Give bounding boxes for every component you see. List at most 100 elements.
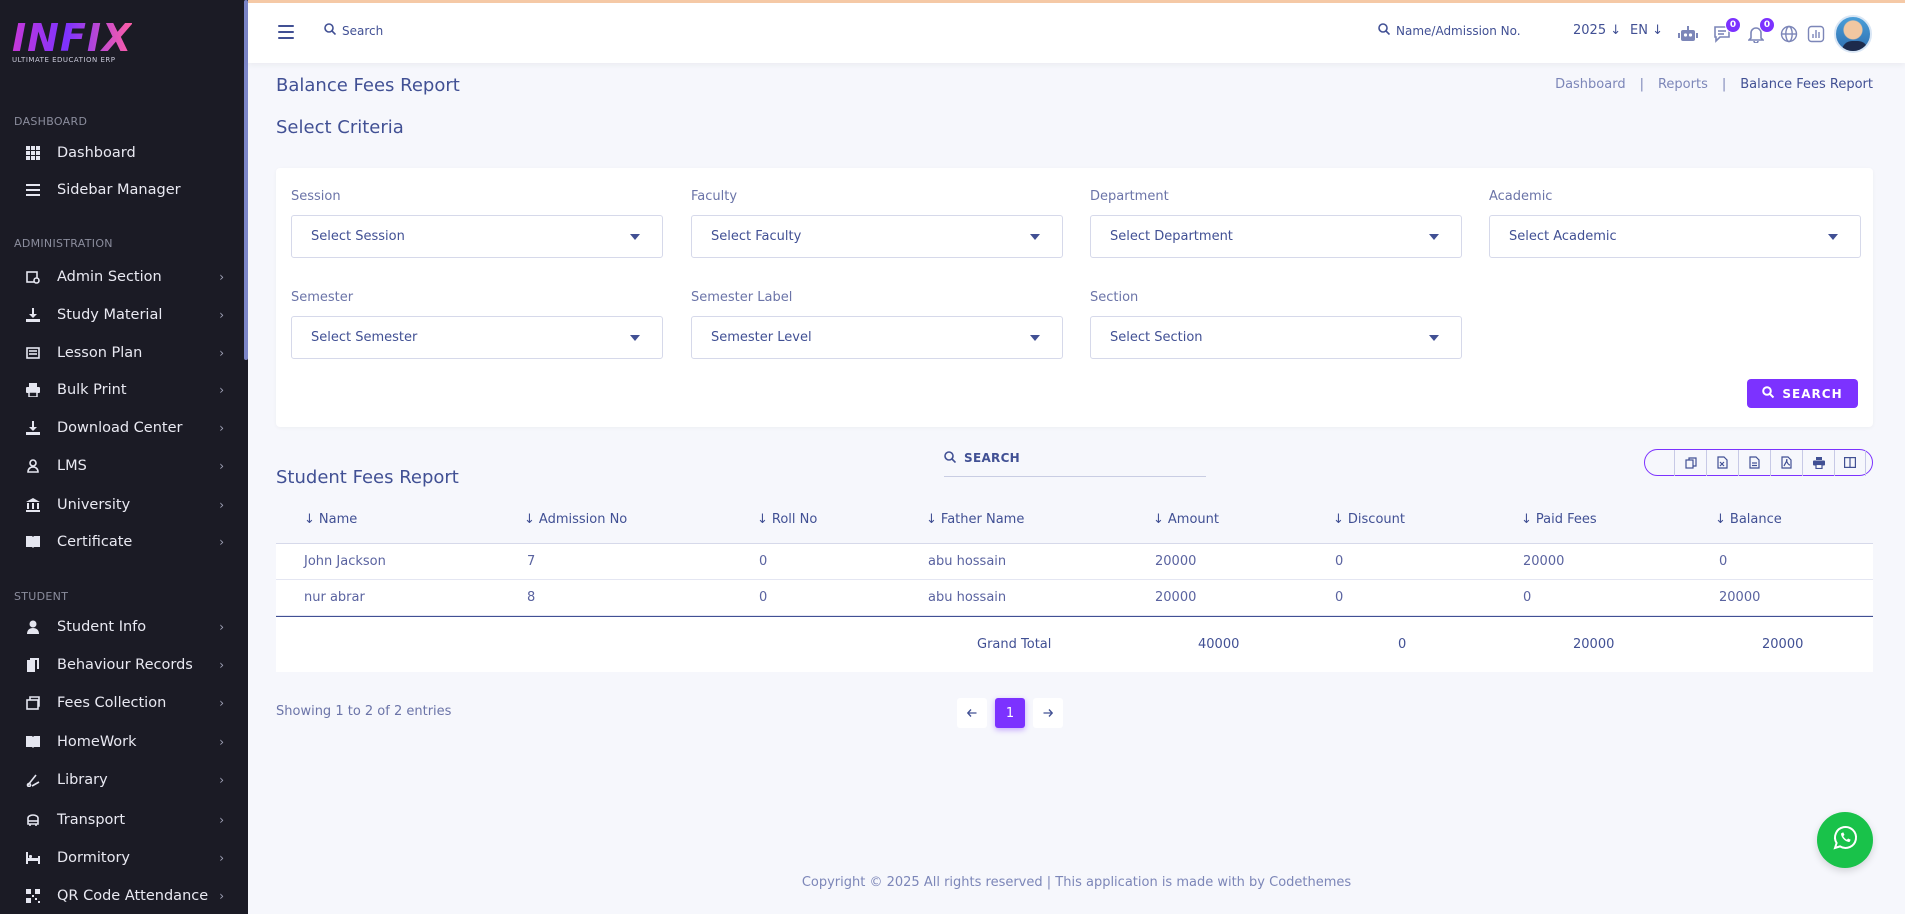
arrow-down-icon: ↓ <box>304 511 315 527</box>
faculty-select[interactable]: Select Faculty <box>691 215 1063 258</box>
header-search[interactable]: Search <box>324 23 383 38</box>
column-header-balance[interactable]: ↓ Balance <box>1715 512 1782 527</box>
column-header-paid-fees[interactable]: ↓ Paid Fees <box>1521 512 1597 527</box>
column-header-name[interactable]: ↓ Name <box>304 512 357 527</box>
department-value: Select Department <box>1110 229 1233 244</box>
sidebar-item-admin-section[interactable]: Admin Section › <box>0 260 244 294</box>
faculty-label: Faculty <box>691 189 738 204</box>
column-header-discount[interactable]: ↓ Discount <box>1333 512 1405 527</box>
search-icon <box>324 23 337 38</box>
arrow-down-icon: ↓ <box>1715 511 1726 527</box>
section-value: Select Section <box>1110 330 1203 345</box>
table-search-input[interactable]: SEARCH <box>944 440 1206 477</box>
next-page-icon[interactable] <box>1033 698 1063 728</box>
export-buttons <box>1644 449 1873 476</box>
section-field: Section Select Section <box>1090 290 1462 359</box>
chat-icon[interactable]: 0 <box>1711 17 1741 45</box>
column-header-amount[interactable]: ↓ Amount <box>1153 512 1219 527</box>
chevron-right-icon: › <box>219 535 224 549</box>
robot-icon[interactable] <box>1677 23 1699 45</box>
chevron-right-icon: › <box>219 308 224 322</box>
sidebar-item-university[interactable]: University › <box>0 488 244 522</box>
breadcrumb-item-current[interactable]: Balance Fees Report <box>1740 77 1873 92</box>
sidebar-item-certificate[interactable]: Certificate › <box>0 525 244 559</box>
messages-badge: 0 <box>1725 17 1741 33</box>
columns-icon[interactable] <box>1834 449 1866 476</box>
sidebar-item-lesson-plan[interactable]: Lesson Plan › <box>0 336 244 370</box>
sidebar-item-student-info[interactable]: Student Info › <box>0 610 244 644</box>
sidebar-item-label: LMS <box>57 458 87 474</box>
menu-toggle-icon[interactable] <box>278 25 294 39</box>
sidebar-item-qr-code-attendance[interactable]: QR Code Attendance › <box>0 879 244 913</box>
excel-icon[interactable] <box>1706 449 1738 476</box>
sidebar-item-lms[interactable]: LMS › <box>0 449 244 483</box>
semester-select[interactable]: Select Semester <box>291 316 663 359</box>
column-header-label: Name <box>318 511 358 527</box>
sidebar-item-download-center[interactable]: Download Center › <box>0 411 244 445</box>
sidebar-item-bulk-print[interactable]: Bulk Print › <box>0 373 244 407</box>
sidebar-item-library[interactable]: Library › <box>0 763 244 797</box>
academic-select[interactable]: Select Academic <box>1489 215 1861 258</box>
whatsapp-button[interactable] <box>1817 812 1873 868</box>
lms-icon <box>26 459 40 473</box>
sidebar-item-dormitory[interactable]: Dormitory › <box>0 841 244 875</box>
sidebar-item-dashboard[interactable]: Dashboard <box>0 136 244 170</box>
stats-icon[interactable] <box>1805 23 1827 45</box>
session-label: Session <box>291 189 341 204</box>
sidebar-item-label: Library <box>57 772 108 788</box>
language-selector[interactable]: EN ↓ <box>1630 23 1663 38</box>
academic-field: Academic Select Academic <box>1489 189 1861 258</box>
column-header-father-name[interactable]: ↓ Father Name <box>926 512 1024 527</box>
table-footer-totals: Grand Total 40000 0 20000 20000 <box>276 616 1873 672</box>
year-selector[interactable]: 2025 ↓ <box>1573 23 1621 38</box>
user-icon <box>26 620 40 634</box>
search-button[interactable]: SEARCH <box>1747 379 1858 408</box>
avatar[interactable] <box>1834 15 1872 53</box>
scrollbar-thumb[interactable] <box>244 0 248 360</box>
breadcrumb-item-reports[interactable]: Reports <box>1657 77 1708 92</box>
column-header-admission-no[interactable]: ↓ Admission No <box>524 512 627 527</box>
page-button-current[interactable]: 1 <box>995 698 1025 728</box>
sidebar-item-sidebar-manager[interactable]: Sidebar Manager <box>0 173 244 207</box>
section-select[interactable]: Select Section <box>1090 316 1462 359</box>
year-value: 2025 <box>1573 23 1607 38</box>
cell-paid-fees: 20000 <box>1523 554 1565 569</box>
total-amount: 40000 <box>1198 637 1240 652</box>
chevron-right-icon: › <box>219 498 224 512</box>
department-label: Department <box>1090 189 1169 204</box>
globe-icon[interactable] <box>1778 23 1800 45</box>
table-row[interactable]: John Jackson 7 0 abu hossain 20000 0 200… <box>276 544 1873 580</box>
print-icon <box>26 383 40 397</box>
chevron-right-icon: › <box>219 421 224 435</box>
csv-icon[interactable] <box>1738 449 1770 476</box>
admission-search[interactable]: Name/Admission No. <box>1378 23 1521 38</box>
semester-label-label: Semester Label <box>691 290 793 305</box>
arrow-down-icon: ↓ <box>524 511 535 527</box>
sidebar-item-transport[interactable]: Transport › <box>0 803 244 837</box>
search-icon <box>1378 23 1391 38</box>
session-select[interactable]: Select Session <box>291 215 663 258</box>
table-row[interactable]: nur abrar 8 0 abu hossain 20000 0 0 2000… <box>276 580 1873 616</box>
breadcrumb-item-dashboard[interactable]: Dashboard <box>1555 77 1626 92</box>
chevron-right-icon: › <box>219 851 224 865</box>
sidebar-item-study-material[interactable]: Study Material › <box>0 298 244 332</box>
cell-balance: 20000 <box>1719 590 1761 605</box>
bell-icon[interactable]: 0 <box>1745 17 1775 45</box>
logo[interactable]: INFIX ULTIMATE EDUCATION ERP <box>12 18 132 70</box>
sidebar-item-fees-collection[interactable]: Fees Collection › <box>0 686 244 720</box>
sidebar-item-behaviour-records[interactable]: Behaviour Records › <box>0 648 244 682</box>
prev-page-icon[interactable] <box>957 698 987 728</box>
column-header-label: Discount <box>1347 511 1405 527</box>
sidebar-item-homework[interactable]: HomeWork › <box>0 725 244 759</box>
sidebar-scrollbar[interactable] <box>244 0 248 914</box>
cell-roll-no: 0 <box>759 554 768 569</box>
department-select[interactable]: Select Department <box>1090 215 1462 258</box>
semester-label-select[interactable]: Semester Level <box>691 316 1063 359</box>
column-header-roll-no[interactable]: ↓ Roll No <box>757 512 817 527</box>
cell-father-name: abu hossain <box>928 554 1007 569</box>
pdf-icon[interactable] <box>1770 449 1802 476</box>
print-icon[interactable] <box>1802 449 1834 476</box>
copy-icon[interactable] <box>1674 449 1706 476</box>
breadcrumb-separator: | <box>1639 77 1644 92</box>
library-icon <box>26 773 40 787</box>
